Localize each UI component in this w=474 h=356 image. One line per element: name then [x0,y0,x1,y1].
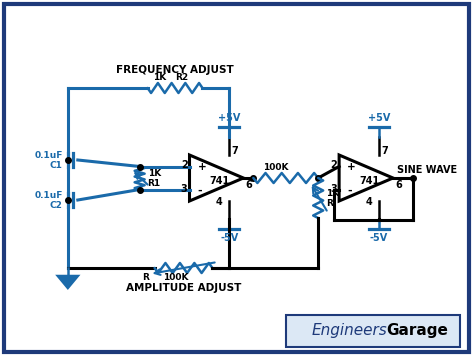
Text: +: + [198,162,206,173]
Text: 100K: 100K [163,273,188,283]
Text: C2: C2 [50,201,63,210]
Text: C1: C1 [50,162,63,171]
Text: 3: 3 [181,183,188,194]
Text: R1: R1 [147,179,161,188]
Text: -: - [347,185,352,195]
Polygon shape [58,276,78,288]
Text: R2: R2 [175,73,189,83]
Text: +: + [347,162,356,173]
Text: 1K: 1K [326,188,339,198]
Text: 0.1uF: 0.1uF [35,152,63,161]
Text: Garage: Garage [386,324,448,339]
Text: 3: 3 [330,183,337,194]
Text: 7: 7 [381,146,388,156]
Text: 4: 4 [216,197,223,207]
Text: 6: 6 [246,180,252,190]
FancyBboxPatch shape [286,315,460,347]
Text: 741: 741 [359,176,379,186]
Text: 2: 2 [181,161,188,171]
Text: 0.1uF: 0.1uF [35,192,63,200]
Text: +5V: +5V [368,113,390,123]
Text: 741: 741 [210,176,230,186]
Text: AMPLITUDE ADJUST: AMPLITUDE ADJUST [126,283,241,293]
Text: 6: 6 [395,180,402,190]
Text: 2: 2 [330,161,337,171]
Text: -5V: -5V [220,233,238,243]
Text: +5V: +5V [218,113,241,123]
Text: R: R [326,199,333,208]
Text: FREQUENCY ADJUST: FREQUENCY ADJUST [116,65,234,75]
Text: 1K: 1K [153,73,166,83]
Text: 100K: 100K [264,163,289,173]
Text: 4: 4 [365,197,373,207]
Text: R: R [142,273,149,283]
Text: SINE WAVE: SINE WAVE [397,165,457,175]
Text: -: - [198,185,202,195]
Text: -5V: -5V [370,233,388,243]
Text: 7: 7 [232,146,238,156]
Text: 1K: 1K [147,169,161,178]
Text: Engineers: Engineers [311,324,387,339]
